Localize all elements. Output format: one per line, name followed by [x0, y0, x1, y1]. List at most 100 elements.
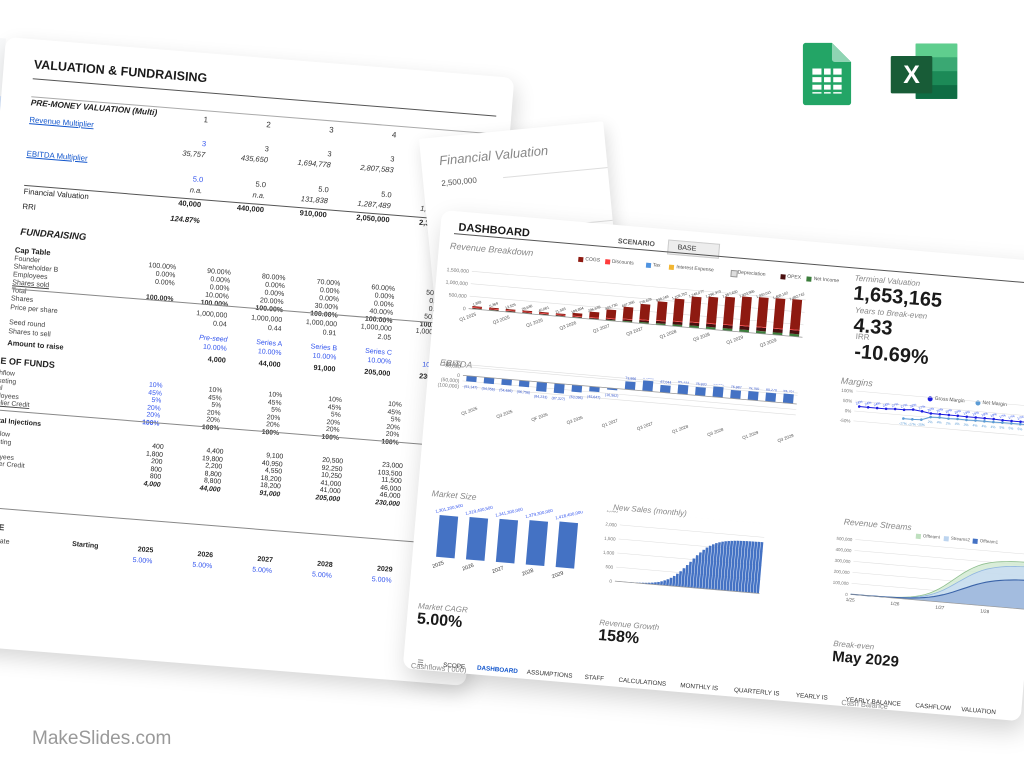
svg-text:2%: 2%: [945, 421, 950, 425]
svg-text:Q1 2025: Q1 2025: [459, 311, 478, 322]
svg-text:27%: 27%: [900, 403, 908, 409]
svg-text:76,987: 76,987: [731, 385, 742, 390]
svg-text:4%: 4%: [937, 420, 942, 424]
svg-text:0: 0: [463, 306, 467, 312]
svg-text:500: 500: [605, 564, 614, 570]
svg-text:19%: 19%: [963, 410, 971, 416]
svg-text:20%: 20%: [954, 409, 962, 415]
svg-text:1,341,300,000: 1,341,300,000: [495, 506, 524, 517]
svg-text:1,301,200,500: 1,301,200,500: [435, 503, 464, 514]
svg-text:938,249: 938,249: [656, 295, 670, 303]
svg-text:189,894: 189,894: [571, 306, 585, 314]
svg-text:5%: 5%: [999, 425, 1004, 429]
svg-text:(54,486): (54,486): [499, 388, 513, 393]
svg-text:(56,756): (56,756): [517, 390, 531, 395]
svg-text:32%: 32%: [909, 403, 917, 409]
svg-text:2029: 2029: [551, 570, 564, 580]
svg-text:-15%: -15%: [917, 422, 925, 427]
svg-text:27%: 27%: [891, 402, 899, 408]
svg-text:50%: 50%: [843, 398, 853, 404]
svg-text:1,319,400,500: 1,319,400,500: [465, 505, 494, 516]
svg-text:71,583: 71,583: [555, 307, 567, 315]
svg-text:0: 0: [609, 579, 612, 584]
svg-text:Q1 2029: Q1 2029: [726, 334, 745, 345]
svg-text:19%: 19%: [981, 411, 989, 417]
svg-text:500,000: 500,000: [836, 536, 853, 542]
svg-text:607,356: 607,356: [622, 300, 636, 308]
svg-text:X: X: [903, 61, 920, 89]
svg-text:-50%: -50%: [840, 418, 851, 424]
svg-text:Q1 2029: Q1 2029: [742, 430, 760, 441]
svg-text:1/25: 1/25: [846, 597, 856, 603]
svg-text:200,000: 200,000: [833, 569, 850, 575]
svg-text:Q3 2025: Q3 2025: [492, 314, 511, 325]
svg-text:100,000: 100,000: [833, 580, 850, 586]
svg-text:73,866: 73,866: [625, 376, 636, 381]
svg-text:Q3 2028: Q3 2028: [706, 427, 724, 438]
svg-text:Q3 2025: Q3 2025: [496, 409, 514, 420]
svg-text:1,500,000: 1,500,000: [446, 267, 469, 275]
svg-text:80,000: 80,000: [445, 363, 461, 370]
svg-text:Q3 2028: Q3 2028: [692, 331, 711, 342]
svg-text:4%: 4%: [990, 425, 995, 429]
svg-text:300,000: 300,000: [834, 558, 851, 564]
svg-text:19%: 19%: [972, 411, 980, 417]
svg-text:Q3 2026: Q3 2026: [559, 320, 578, 331]
svg-text:(84,233): (84,233): [534, 394, 548, 399]
svg-text:-17%: -17%: [908, 422, 916, 427]
svg-text:(87,327): (87,327): [551, 396, 565, 401]
svg-text:1/28: 1/28: [980, 608, 990, 614]
svg-text:500,000: 500,000: [448, 292, 467, 300]
svg-text:3%: 3%: [963, 423, 968, 427]
svg-text:Q3 2026: Q3 2026: [566, 415, 584, 426]
svg-text:Q1 2028: Q1 2028: [671, 424, 689, 435]
svg-text:20%: 20%: [927, 407, 935, 413]
svg-text:19%: 19%: [990, 412, 998, 418]
svg-text:2026: 2026: [461, 563, 474, 573]
svg-text:2027: 2027: [491, 565, 504, 575]
svg-text:Q3 2027: Q3 2027: [636, 421, 654, 432]
svg-text:17%: 17%: [999, 413, 1007, 419]
svg-text:5,369: 5,369: [489, 302, 499, 309]
svg-text:20%: 20%: [945, 408, 953, 414]
svg-text:(63,096): (63,096): [569, 395, 583, 400]
svg-text:76,920: 76,920: [695, 382, 706, 387]
svg-text:4%: 4%: [972, 423, 977, 427]
svg-text:2025: 2025: [432, 560, 445, 570]
svg-text:Q1 2027: Q1 2027: [592, 323, 611, 334]
svg-text:1,000,000: 1,000,000: [445, 280, 468, 288]
svg-text:(51,147): (51,147): [464, 385, 478, 390]
svg-text:Q3 2029: Q3 2029: [777, 433, 795, 444]
svg-text:1/27: 1/27: [935, 605, 945, 611]
svg-text:Q1 2027: Q1 2027: [601, 418, 619, 429]
svg-text:80,270: 80,270: [766, 388, 777, 393]
svg-text:17%: 17%: [1008, 414, 1016, 420]
svg-text:1/26: 1/26: [890, 601, 900, 607]
svg-text:(54,356): (54,356): [481, 387, 495, 392]
svg-text:27%: 27%: [918, 404, 926, 410]
svg-text:13,525: 13,525: [505, 303, 517, 311]
svg-text:Q1 2028: Q1 2028: [659, 329, 678, 340]
svg-text:1,379,300,000: 1,379,300,000: [525, 508, 554, 519]
svg-text:17%: 17%: [1017, 415, 1024, 421]
svg-text:24%: 24%: [882, 402, 890, 408]
svg-text:2,000: 2,000: [605, 522, 617, 528]
svg-text:2,500: 2,500: [606, 510, 618, 513]
svg-text:(100,000): (100,000): [437, 382, 459, 390]
svg-text:1,000: 1,000: [603, 550, 615, 556]
svg-text:0%: 0%: [844, 408, 851, 414]
svg-text:(16,562): (16,562): [605, 393, 619, 398]
svg-text:4%: 4%: [954, 422, 959, 426]
svg-text:Q3 2027: Q3 2027: [625, 326, 644, 337]
svg-text:QF 2026: QF 2026: [531, 412, 549, 423]
svg-text:4%: 4%: [981, 424, 986, 428]
svg-text:2%: 2%: [928, 420, 933, 424]
svg-text:24%: 24%: [864, 400, 872, 406]
svg-text:79,760: 79,760: [748, 386, 759, 391]
svg-text:20%: 20%: [936, 407, 944, 413]
svg-text:Q1 2025: Q1 2025: [460, 406, 478, 417]
svg-text:100%: 100%: [841, 388, 853, 394]
svg-text:Q3 2029: Q3 2029: [759, 337, 778, 348]
svg-text:445,730: 445,730: [605, 303, 619, 311]
svg-text:24%: 24%: [873, 401, 881, 407]
